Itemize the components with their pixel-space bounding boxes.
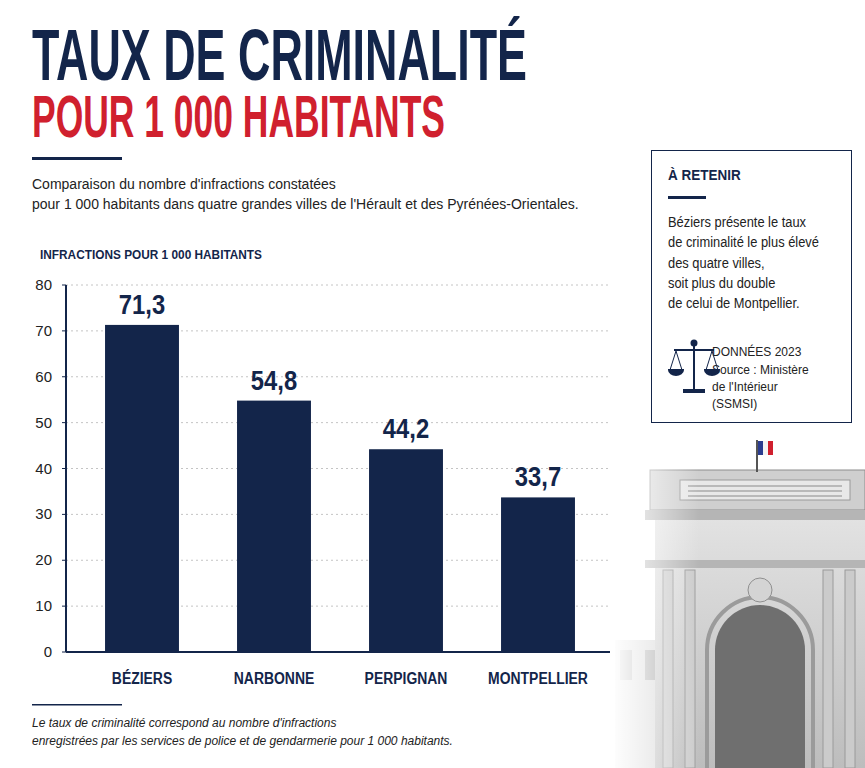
axis-title: INFRACTIONS POUR 1 000 HABITANTS	[40, 247, 262, 262]
category-label: MONTPELLIER	[488, 669, 588, 688]
category-label: PERPIGNAN	[365, 669, 448, 688]
callout-text: de celui de Montpellier.	[668, 296, 800, 312]
x-axis	[66, 651, 610, 653]
bar	[105, 325, 179, 652]
tick-label: 0	[44, 643, 52, 660]
fade	[610, 440, 865, 768]
category-label: BÉZIERS	[112, 669, 172, 688]
rule	[32, 157, 122, 160]
rule	[32, 704, 122, 706]
callout-text: de criminalité le plus élevé	[668, 235, 819, 251]
callout-text: des quatre villes,	[668, 255, 765, 271]
bars	[105, 325, 575, 652]
description: Comparaison du nombre d'infractions cons…	[32, 176, 336, 192]
category-label: NARBONNE	[234, 669, 314, 688]
tick-label: 30	[35, 505, 52, 522]
tick-label: 80	[35, 276, 52, 293]
icon-part	[683, 389, 705, 393]
data-label: 44,2	[383, 412, 429, 444]
tick-label: 10	[35, 597, 52, 614]
footnote: Le taux de criminalité correspond au nom…	[32, 716, 336, 730]
bar	[501, 497, 575, 652]
callout-title: À RETENIR	[668, 166, 741, 183]
chart: TAUX DE CRIMINALITÉPOUR 1 000 HABITANTSC…	[0, 0, 865, 768]
y-axis	[65, 285, 67, 652]
tick-label: 70	[35, 322, 52, 339]
tick-label: 50	[35, 414, 52, 431]
grid	[62, 285, 610, 652]
tick-label: 60	[35, 368, 52, 385]
footnote: enregistrées par les services de police …	[32, 734, 453, 748]
callout-text: Béziers présente le taux	[668, 215, 806, 231]
data-label: 54,8	[251, 364, 297, 396]
icon-part	[674, 349, 714, 351]
tick-label: 20	[35, 551, 52, 568]
bar	[369, 449, 443, 652]
source: Source : Ministère	[712, 363, 809, 377]
tick-label: 40	[35, 460, 52, 477]
icon-part	[692, 341, 697, 346]
icon-part	[669, 370, 719, 375]
icon-part	[670, 351, 718, 370]
scales-icon	[669, 341, 719, 394]
subtitle: POUR 1 000 HABITANTS	[32, 83, 445, 150]
description: pour 1 000 habitants dans quatre grandes…	[32, 196, 579, 212]
building-illustration	[610, 440, 865, 768]
data-year: DONNÉES 2023	[712, 344, 802, 359]
callout: À RETENIR Béziers présente le taux de crim…	[652, 151, 852, 423]
source: de l'Intérieur	[712, 380, 778, 394]
rule	[668, 196, 706, 199]
source: (SSMSI)	[712, 397, 757, 411]
data-label: 71,3	[119, 288, 165, 320]
callout-text: soit plus du double	[668, 275, 775, 291]
grid-line	[66, 285, 610, 286]
bar	[237, 401, 311, 652]
callout-frame	[652, 151, 852, 423]
data-label: 33,7	[515, 461, 561, 493]
